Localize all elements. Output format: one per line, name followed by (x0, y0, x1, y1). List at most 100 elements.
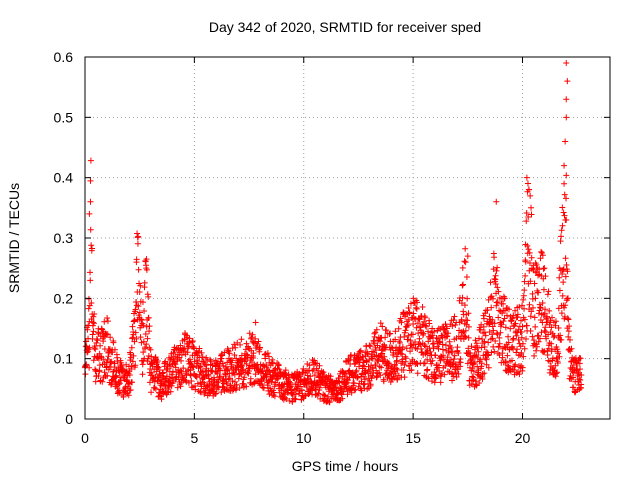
data-point (246, 330, 253, 337)
data-point (155, 364, 162, 371)
data-point (229, 378, 236, 385)
data-point (509, 315, 516, 322)
data-point (94, 337, 101, 344)
data-point (541, 348, 548, 355)
data-point (438, 373, 445, 380)
data-point (196, 345, 203, 352)
data-point (485, 351, 492, 358)
data-point (424, 356, 431, 363)
data-point (353, 367, 360, 374)
data-point (151, 378, 158, 385)
data-point (461, 302, 468, 309)
data-point (531, 352, 538, 359)
data-point (449, 377, 456, 384)
data-point (243, 361, 250, 368)
data-point (464, 253, 471, 260)
data-point (483, 356, 490, 363)
data-point (88, 299, 95, 306)
data-point (416, 340, 423, 347)
data-point (521, 287, 528, 294)
data-point (243, 383, 250, 390)
data-point (397, 350, 404, 357)
data-point (151, 384, 158, 391)
data-point (478, 360, 485, 367)
data-point (317, 395, 324, 402)
data-point (562, 273, 569, 280)
data-point (131, 317, 138, 324)
data-point (468, 367, 475, 374)
data-point (555, 325, 562, 332)
data-point (264, 350, 271, 357)
data-point (235, 375, 242, 382)
data-point (563, 60, 570, 67)
data-point (459, 282, 466, 289)
data-point (577, 355, 584, 362)
data-point (532, 295, 539, 302)
data-point (231, 341, 238, 348)
data-point (425, 328, 431, 335)
data-point (231, 352, 238, 359)
data-point (471, 359, 478, 366)
chart-title: Day 342 of 2020, SRMTID for receiver spe… (209, 19, 481, 35)
data-point (479, 375, 486, 382)
data-point (507, 325, 514, 332)
data-point (148, 389, 155, 396)
data-point (282, 367, 289, 374)
data-point (311, 372, 318, 379)
data-point (101, 318, 108, 325)
data-point (143, 323, 150, 330)
data-point (327, 373, 334, 380)
data-point (410, 310, 417, 317)
data-point (389, 345, 396, 352)
data-point (536, 266, 543, 273)
data-point (482, 310, 489, 317)
data-point (542, 324, 549, 331)
data-point (544, 291, 551, 298)
data-point (495, 314, 502, 321)
data-point (90, 320, 97, 327)
y-tick-label: 0.2 (54, 290, 74, 306)
data-point (559, 222, 566, 229)
data-point (383, 327, 390, 334)
data-point (135, 233, 142, 240)
data-point (244, 352, 251, 359)
data-point (379, 350, 386, 357)
data-point (465, 323, 472, 330)
data-point (428, 360, 435, 367)
data-point (421, 318, 428, 325)
data-point (101, 369, 108, 376)
data-point (292, 381, 299, 388)
data-point (351, 387, 358, 394)
data-point (127, 357, 134, 364)
data-point (140, 349, 147, 356)
data-point (224, 386, 231, 393)
data-point (427, 348, 434, 355)
data-point (176, 354, 183, 361)
data-point (187, 356, 193, 363)
data-point (125, 380, 132, 387)
data-point (132, 306, 139, 313)
data-point (489, 323, 496, 330)
data-point (494, 331, 501, 338)
data-point (437, 379, 444, 386)
data-point (475, 348, 482, 355)
data-point (565, 333, 572, 340)
data-point (553, 370, 560, 377)
data-point (461, 332, 468, 339)
data-point (90, 319, 97, 326)
data-point (447, 356, 454, 363)
data-point (461, 258, 468, 265)
data-point (499, 354, 506, 361)
data-point (501, 295, 508, 302)
data-point (178, 351, 185, 358)
data-point (138, 316, 144, 323)
data-point (505, 339, 512, 346)
data-point (89, 331, 96, 338)
data-point (367, 343, 374, 350)
data-point (442, 362, 449, 369)
data-point (385, 360, 392, 367)
data-point (549, 355, 556, 362)
data-point (541, 265, 548, 272)
data-point (113, 372, 120, 379)
data-point (250, 340, 257, 347)
